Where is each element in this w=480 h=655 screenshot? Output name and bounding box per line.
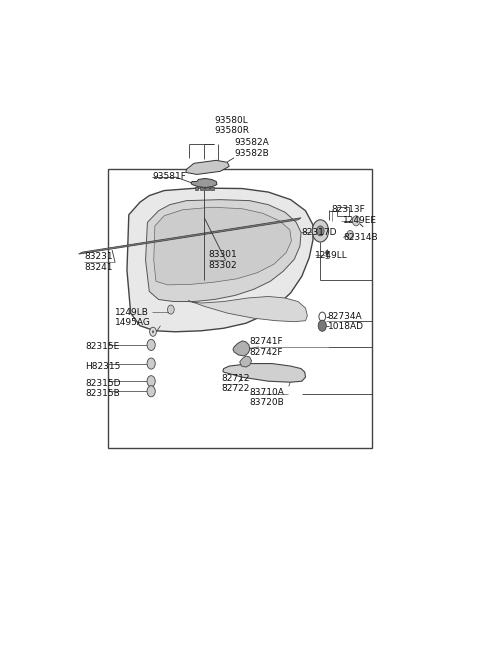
Polygon shape	[188, 297, 307, 322]
Circle shape	[150, 328, 156, 336]
Bar	[200, 187, 204, 189]
Text: 82315B: 82315B	[85, 389, 120, 398]
Text: 83710A
83720B: 83710A 83720B	[250, 388, 285, 407]
Circle shape	[325, 250, 329, 255]
Circle shape	[148, 378, 154, 384]
Text: 83301
83302: 83301 83302	[209, 250, 238, 270]
Text: 1495AG: 1495AG	[115, 318, 151, 327]
Text: 82317D: 82317D	[301, 228, 336, 237]
Bar	[205, 187, 209, 189]
Circle shape	[312, 220, 329, 242]
Text: 82315E: 82315E	[85, 343, 120, 352]
Polygon shape	[79, 218, 301, 254]
Circle shape	[147, 386, 155, 397]
Text: 82315D: 82315D	[85, 379, 121, 388]
Bar	[210, 187, 214, 189]
Text: 82734A: 82734A	[328, 312, 362, 321]
Text: 93581F: 93581F	[152, 172, 186, 181]
Circle shape	[148, 360, 154, 367]
Circle shape	[148, 341, 154, 348]
Circle shape	[347, 231, 353, 240]
Text: 82712
82722: 82712 82722	[222, 374, 251, 394]
Polygon shape	[223, 364, 305, 383]
Text: H82315: H82315	[85, 362, 120, 371]
Text: 93580L
93580R: 93580L 93580R	[215, 116, 250, 135]
Circle shape	[352, 215, 360, 226]
Text: 82313F: 82313F	[332, 205, 365, 214]
Circle shape	[169, 307, 173, 312]
Bar	[108, 170, 372, 448]
Circle shape	[148, 388, 154, 395]
Circle shape	[319, 312, 325, 321]
Polygon shape	[145, 200, 301, 301]
Polygon shape	[186, 160, 229, 174]
Text: 1249EE: 1249EE	[343, 216, 377, 225]
Text: 1249LL: 1249LL	[315, 251, 348, 259]
Polygon shape	[154, 207, 291, 285]
Text: 1018AD: 1018AD	[328, 322, 364, 331]
Circle shape	[319, 322, 325, 329]
Bar	[195, 187, 198, 189]
Polygon shape	[191, 178, 217, 187]
Text: 82741F
82742F: 82741F 82742F	[250, 337, 283, 356]
Text: 82314B: 82314B	[344, 233, 378, 242]
Circle shape	[168, 305, 174, 314]
Text: 93582A
93582B: 93582A 93582B	[234, 138, 269, 158]
Circle shape	[147, 339, 155, 350]
Polygon shape	[240, 356, 252, 367]
Circle shape	[147, 376, 155, 386]
Text: 83231
83241: 83231 83241	[84, 252, 113, 272]
Circle shape	[348, 233, 352, 238]
Text: 1249LB: 1249LB	[115, 308, 149, 316]
Circle shape	[152, 330, 154, 333]
Bar	[337, 207, 349, 215]
Circle shape	[318, 320, 326, 331]
Polygon shape	[127, 188, 313, 332]
Circle shape	[354, 218, 359, 224]
Circle shape	[317, 226, 324, 236]
Polygon shape	[233, 341, 250, 356]
Circle shape	[147, 358, 155, 369]
